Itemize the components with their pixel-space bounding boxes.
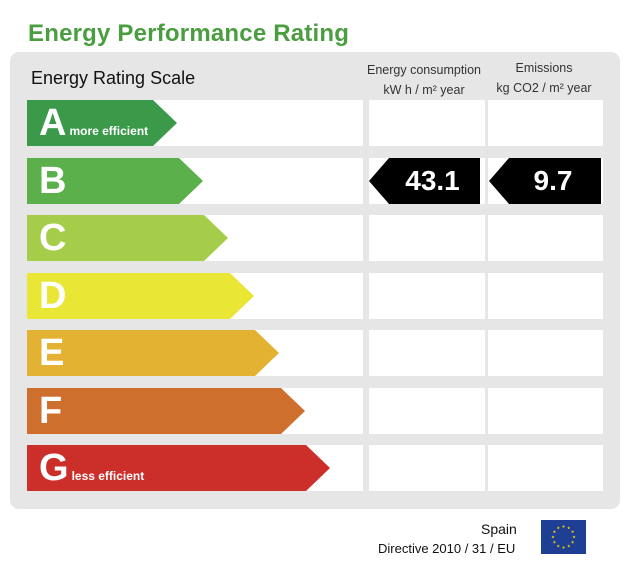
rating-scale-label: Energy Rating Scale [31,68,196,88]
emissions-header-line1: Emissions [515,61,573,75]
rating-arrow-shape [27,445,330,491]
eu-star [552,530,556,534]
energy-cell-d [369,273,485,319]
rating-arrow-d: D [27,273,254,319]
eu-star [567,544,571,548]
emissions-cell-e [488,330,603,376]
rating-arrow-f: F [27,388,305,434]
rating-letter: B [39,160,67,202]
energy-cell-e [369,330,485,376]
rating-arrow-shape [27,158,203,204]
energy-consumption-header: Energy consumption kW h / m² year [366,60,482,100]
rating-letter: G [39,447,69,489]
rating-arrow-b: B [27,158,203,204]
rating-letter: C [39,217,67,259]
eu-star [561,524,566,528]
emissions-value-tag-shape [489,158,601,204]
rating-arrow-shape [27,100,177,146]
emissions-cell-c [488,215,603,261]
energy-value-tag-shape [369,158,480,204]
footer-country: Spain [481,521,517,537]
energy-header-line1: Energy consumption [367,63,481,77]
energy-value-tag-value: 43.1 [405,165,460,196]
energy-value-tag: 43.1 [369,158,480,204]
emissions-cell-f [488,388,603,434]
emissions-header: Emissions kg CO2 / m² year [485,58,603,98]
energy-cell-f [369,388,485,434]
footer-directive: Directive 2010 / 31 / EU [378,541,516,556]
rating-arrow-c: C [27,215,228,261]
rating-arrow-shape [27,330,279,376]
rating-sub-label: more efficient [69,124,149,138]
rating-arrow-shape [27,215,228,261]
emissions-value-tag-value: 9.7 [533,165,573,196]
eu-star [552,540,556,544]
rating-letter: A [39,102,67,144]
eu-flag-icon [541,520,586,554]
eu-star [551,535,555,539]
emissions-cell-a [488,100,603,146]
emissions-header-line2: kg CO2 / m² year [496,81,592,95]
eu-star [571,540,575,544]
rating-arrow-shape [27,273,254,319]
rating-sub-label: less efficient [71,469,145,483]
rating-letter: D [39,275,67,317]
eu-star [571,530,575,534]
eu-star [561,545,566,549]
rating-arrow-e: E [27,330,279,376]
page-title: Energy Performance Rating [28,20,350,47]
eu-star [572,535,576,539]
energy-cell-g [369,445,485,491]
emissions-cell-g [488,445,603,491]
emissions-value-tag: 9.7 [489,158,601,204]
energy-header-line2: kW h / m² year [383,83,465,97]
eu-star [556,526,560,530]
eu-star [556,544,560,548]
rating-arrow-shape [27,388,305,434]
emissions-cell-d [488,273,603,319]
energy-cell-c [369,215,485,261]
eu-star [567,526,571,530]
rating-letter: F [39,390,63,432]
energy-cell-a [369,100,485,146]
rating-letter: E [39,332,65,374]
